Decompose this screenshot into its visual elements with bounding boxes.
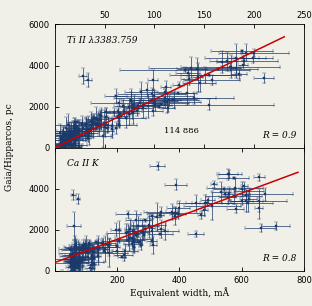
Text: Gaia/Hipparcos, pc: Gaia/Hipparcos, pc [5,103,14,191]
Text: 114 886: 114 886 [164,127,199,135]
Text: Ti II λ3383.759: Ti II λ3383.759 [67,35,138,45]
Text: R = 0.9: R = 0.9 [262,131,297,140]
X-axis label: Equivalent width, mÅ: Equivalent width, mÅ [130,287,229,298]
Text: R = 0.8: R = 0.8 [262,254,297,263]
Text: Ca II K: Ca II K [67,159,99,168]
